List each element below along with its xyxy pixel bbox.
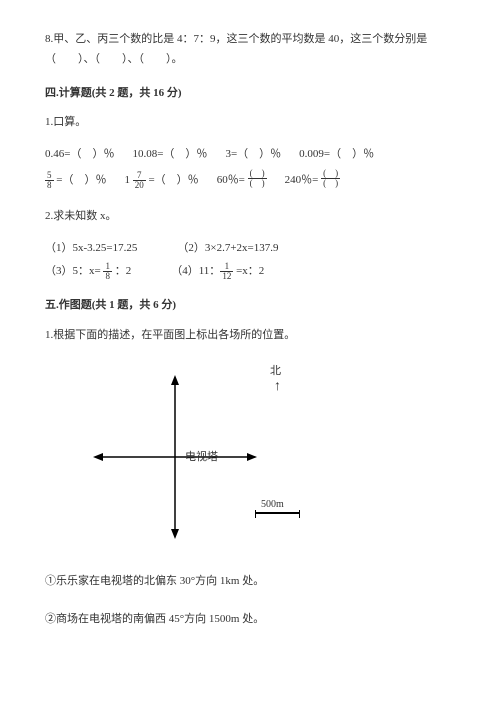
question-8: 8.甲、乙、丙三个数的比是 4：7：9，这三个数的平均数是 40，这三个数分别是… xyxy=(45,30,455,70)
calc-row-1: 0.46=（ ）％ 10.08=（ ）％ 3=（ ）％ 0.009=（ ）％ xyxy=(45,145,455,165)
calc-r2-c2: 1 7 20 =（ ）％ xyxy=(124,171,198,191)
post-text: =（ ）％ xyxy=(146,174,199,186)
tv-tower-diagram: 北 ↑ 电视塔 500m xyxy=(85,362,345,552)
section-5-title: 五.作图题(共 1 题，共 6 分) xyxy=(45,296,455,316)
frac-den: 8 xyxy=(45,181,54,190)
calc-r1-c1: 0.46=（ ）％ xyxy=(45,145,114,165)
sub-question-2: ②商场在电视塔的南偏西 45°方向 1500m 处。 xyxy=(45,610,455,630)
eq-1: （1）5x-3.25=17.25 xyxy=(45,239,137,259)
frac-den: 20 xyxy=(133,181,146,190)
pre-text: （4）11： xyxy=(171,265,220,277)
post-text: =（ ）％ xyxy=(54,174,107,186)
fraction-5-8: 5 8 xyxy=(45,171,54,190)
frac-den: 12 xyxy=(220,272,233,281)
north-arrow-icon: ↑ xyxy=(274,374,281,399)
cross-axes-icon xyxy=(85,367,265,547)
calc-r1-c2: 10.08=（ ）％ xyxy=(132,145,207,165)
scale-bar-icon xyxy=(255,512,300,514)
frac-den: ( ) xyxy=(321,179,340,188)
calc-q1-label: 1.口算。 xyxy=(45,113,455,133)
pre-text: 1 xyxy=(124,174,130,186)
fraction-7-20: 7 20 xyxy=(133,171,146,190)
eq-4: （4）11：112 =x：2 xyxy=(171,262,264,282)
pre-text: 240％= xyxy=(285,174,319,186)
eq-3: （3）5：x= 18 ：2 xyxy=(45,262,131,282)
pre-text: （3）5：x= xyxy=(45,265,103,277)
calc-r2-c1: 5 8 =（ ）％ xyxy=(45,171,106,191)
section-4-title: 四.计算题(共 2 题，共 16 分) xyxy=(45,84,455,104)
fraction-1-8: 18 xyxy=(103,262,112,281)
calc-r1-c3: 3=（ ）％ xyxy=(225,145,281,165)
pre-text: 60％= xyxy=(217,174,245,186)
draw-q1-label: 1.根据下面的描述，在平面图上标出各场所的位置。 xyxy=(45,326,455,346)
frac-den: 8 xyxy=(103,272,112,281)
calc-r2-c3: 60％= ( ) ( ) xyxy=(217,171,267,191)
tv-tower-label: 电视塔 xyxy=(185,448,218,468)
sub-question-1: ①乐乐家在电视塔的北偏东 30°方向 1km 处。 xyxy=(45,572,455,592)
eq-row-2: （3）5：x= 18 ：2 （4）11：112 =x：2 xyxy=(45,262,455,282)
calc-q2-label: 2.求未知数 x。 xyxy=(45,207,455,227)
fraction-blank-1: ( ) ( ) xyxy=(248,169,267,188)
post-text: ：2 xyxy=(112,265,131,277)
calc-r2-c4: 240％= ( ) ( ) xyxy=(285,171,340,191)
fraction-blank-2: ( ) ( ) xyxy=(321,169,340,188)
q8-text: 8.甲、乙、丙三个数的比是 4：7：9，这三个数的平均数是 40，这三个数分别是… xyxy=(45,33,427,65)
frac-den: ( ) xyxy=(248,179,267,188)
calc-r1-c4: 0.009=（ ）％ xyxy=(299,145,374,165)
eq-2: （2）3×2.7+2x=137.9 xyxy=(177,239,278,259)
eq-row-1: （1）5x-3.25=17.25 （2）3×2.7+2x=137.9 xyxy=(45,239,455,259)
calc-row-2: 5 8 =（ ）％ 1 7 20 =（ ）％ 60％= ( ) ( ) 240％… xyxy=(45,171,455,191)
post-text: =x：2 xyxy=(233,265,264,277)
fraction-1-12: 112 xyxy=(220,262,233,281)
